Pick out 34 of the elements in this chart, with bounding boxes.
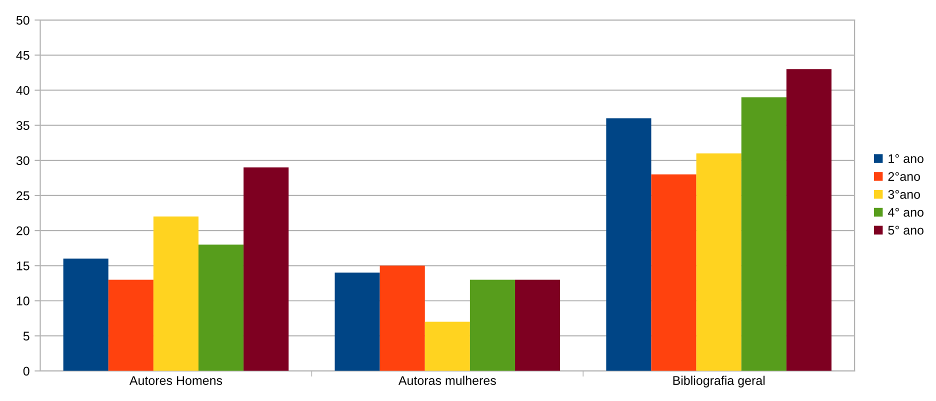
bar	[651, 174, 696, 371]
y-tick-label: 50	[16, 16, 30, 25]
y-tick-label: 35	[16, 121, 30, 130]
y-tick-label: 40	[16, 86, 30, 95]
legend-label: 5° ano	[888, 226, 924, 235]
x-tick-label: Autoras mulheres	[398, 376, 496, 385]
y-tick-label: 0	[23, 366, 30, 376]
y-tick-label: 10	[16, 296, 30, 306]
bar	[696, 153, 742, 371]
bar	[198, 244, 244, 371]
bar	[470, 280, 515, 371]
bar	[153, 216, 198, 371]
legend-label: 4° ano	[888, 208, 924, 217]
bar	[108, 280, 154, 371]
bar	[514, 280, 560, 371]
bar	[606, 118, 652, 371]
x-tick-label: Autores Homens	[129, 376, 222, 385]
y-tick-label: 30	[16, 156, 30, 166]
y-tick-label: 20	[16, 226, 30, 236]
bar	[63, 258, 108, 371]
bar	[244, 167, 289, 371]
bar	[741, 97, 786, 371]
legend-label: 2°ano	[888, 172, 920, 181]
bar	[424, 322, 470, 371]
y-tick-label: 5	[23, 332, 30, 340]
legend-label: 1° ano	[888, 154, 924, 164]
bar	[786, 69, 832, 371]
bar	[334, 272, 380, 371]
legend-label: 3°ano	[888, 190, 920, 199]
y-tick-label: 45	[16, 51, 30, 60]
bar	[380, 266, 425, 371]
y-tick-label: 25	[16, 191, 30, 200]
y-tick-label: 15	[16, 262, 30, 270]
x-tick-label: Bibliografia geral	[673, 376, 765, 388]
